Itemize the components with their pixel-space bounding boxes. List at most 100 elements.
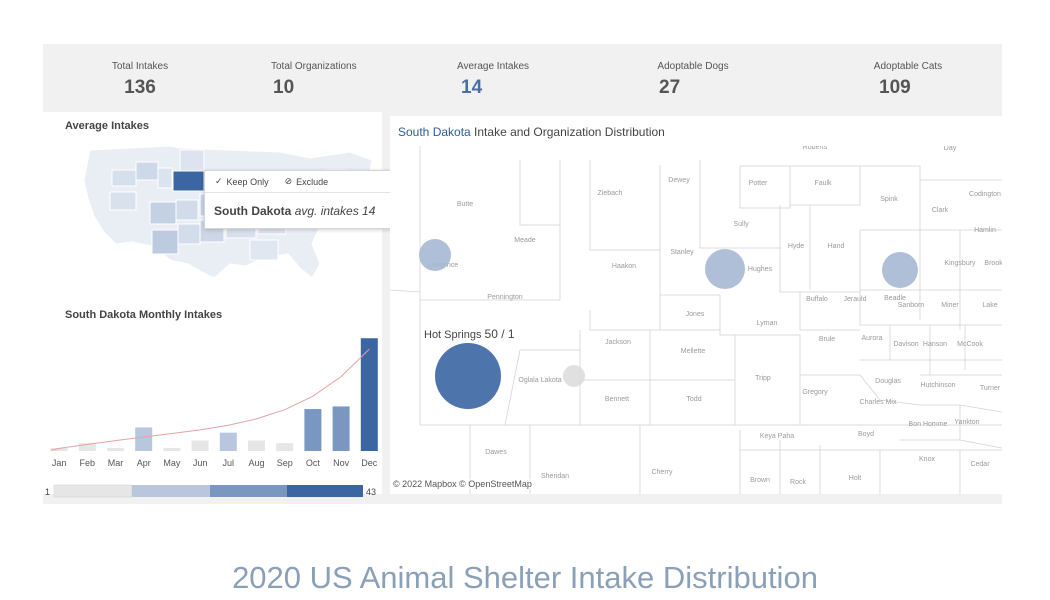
kpi-bar: Total Intakes 136 Total Organizations 10… — [43, 44, 1002, 112]
state-south-dakota[interactable] — [172, 170, 205, 192]
county-label: Jerauld — [844, 296, 867, 303]
county-label: Boyd — [858, 431, 874, 438]
county-label: Oglala Lakota — [518, 377, 561, 384]
county-label: Jones — [686, 311, 705, 318]
page-title: 2020 US Animal Shelter Intake Distributi… — [232, 560, 818, 595]
county-label: Hutchinson — [920, 382, 955, 389]
x-tick-label: Jun — [193, 458, 208, 468]
county-label: Knox — [919, 456, 935, 463]
bar-oct[interactable] — [304, 409, 322, 451]
kpi-value: 136 — [124, 77, 156, 98]
kpi-value: 109 — [879, 77, 911, 98]
bar-jan[interactable] — [50, 448, 68, 451]
range-max-label: 43 — [366, 487, 376, 497]
bar-feb[interactable] — [78, 443, 96, 451]
sd-map-title: South Dakota Intake and Organization Dis… — [398, 125, 665, 139]
county-label: Yankton — [954, 419, 979, 426]
bubble-lawrence[interactable] — [419, 239, 451, 271]
bar-jun[interactable] — [191, 440, 209, 451]
county-label: Cherry — [651, 469, 673, 476]
bar-dec[interactable] — [360, 338, 378, 451]
county-label: Pennington — [487, 294, 523, 301]
south-dakota-map[interactable]: Day Roberts Codington Dewey Potter Faulk Zieba… — [390, 146, 1002, 494]
bubble-kingsbury[interactable] — [882, 252, 918, 288]
exclude-button[interactable]: ⊘ Exclude — [285, 176, 329, 187]
x-tick-label: Dec — [361, 458, 378, 468]
kpi-label: Total Intakes — [111, 61, 169, 72]
x-tick-label: Sep — [277, 458, 293, 468]
bar-may[interactable] — [163, 448, 181, 451]
county-label: Hyde — [788, 243, 804, 250]
exclude-label: Exclude — [296, 176, 329, 187]
trend-line — [50, 348, 370, 451]
county-borders — [390, 146, 1002, 494]
intake-bubbles[interactable] — [419, 239, 918, 409]
county-label: Rock — [790, 479, 806, 486]
keep-only-label: Keep Only — [226, 176, 269, 187]
map-hover-label: Hot Springs 50 / 1 — [424, 327, 515, 341]
kpi-value: 10 — [273, 77, 295, 98]
county-label: Cedar — [970, 461, 990, 468]
x-tick-label: Apr — [137, 458, 151, 468]
bar-nov[interactable] — [332, 406, 350, 451]
x-tick-label: Jan — [52, 458, 67, 468]
county-label: Bennett — [605, 396, 629, 403]
range-segment-3 — [210, 485, 287, 497]
divider — [43, 494, 1002, 504]
county-label: Day — [944, 146, 957, 152]
county-label: Lake — [982, 302, 997, 309]
county-label: Dawes — [485, 449, 507, 456]
county-label: Kingsbury — [944, 260, 976, 267]
color-range-legend: 1 43 — [45, 484, 376, 498]
monthly-bar-chart[interactable]: Jan Feb Mar Apr May Jun Jul Aug Sep Oct Nov Dec — [43, 325, 383, 475]
county-label: McCook — [957, 341, 983, 348]
county-label: Dewey — [668, 177, 690, 184]
bubble-hughes[interactable] — [705, 249, 745, 289]
kpi-adoptable-cats: Adoptable Cats 109 — [873, 61, 943, 99]
county-label: Gregory — [802, 389, 828, 396]
county-label: Meade — [514, 237, 536, 244]
county-label: Spink — [880, 196, 898, 203]
county-label: Hand — [828, 243, 845, 250]
hover-county: Hot Springs — [424, 329, 482, 341]
county-label: Sanborn — [898, 302, 925, 309]
monthly-chart-title: South Dakota Monthly Intakes — [65, 309, 223, 321]
kpi-total-organizations: Total Organizations 10 — [271, 61, 357, 99]
bubble-oglala-lakota[interactable] — [563, 365, 585, 387]
range-segment-1 — [53, 484, 133, 498]
x-tick-label: Aug — [248, 458, 264, 468]
bar-apr[interactable] — [135, 427, 153, 451]
county-label: Haakon — [612, 263, 636, 270]
county-label: Sheridan — [541, 473, 569, 480]
county-label: Brown — [750, 477, 770, 484]
bar-sep[interactable] — [276, 443, 294, 451]
county-label: Hamlin — [974, 227, 996, 234]
county-label: Todd — [686, 396, 701, 403]
kpi-label: Adoptable Dogs — [657, 61, 729, 72]
county-label: Turner — [980, 385, 1001, 392]
county-label: Buffalo — [806, 296, 828, 303]
bubble-hot-springs[interactable] — [435, 343, 501, 409]
county-label: Hughes — [748, 266, 773, 273]
county-label: Lyman — [757, 320, 778, 327]
bar-aug[interactable] — [248, 440, 265, 451]
county-label: Faulk — [814, 180, 832, 187]
tooltip-actions: ✓ Keep Only ⊘ Exclude — [205, 171, 393, 193]
x-tick-label: Oct — [306, 458, 321, 468]
county-label: Holt — [849, 475, 862, 482]
tooltip-body: South Dakota avg. intakes 14 — [205, 193, 393, 218]
county-label: Keya Paha — [760, 433, 794, 440]
x-tick-label: Jul — [223, 458, 235, 468]
kpi-label: Total Organizations — [271, 61, 357, 72]
county-label: Butte — [457, 201, 473, 208]
divider — [390, 112, 1002, 116]
range-segment-4 — [287, 485, 363, 497]
bar-jul[interactable] — [219, 432, 237, 451]
county-label: Tripp — [755, 375, 771, 382]
county-label: Aurora — [861, 335, 882, 342]
bar-mar[interactable] — [107, 448, 124, 451]
keep-only-button[interactable]: ✓ Keep Only — [215, 176, 269, 187]
x-tick-label: Mar — [108, 458, 124, 468]
county-label: Sully — [733, 221, 749, 228]
